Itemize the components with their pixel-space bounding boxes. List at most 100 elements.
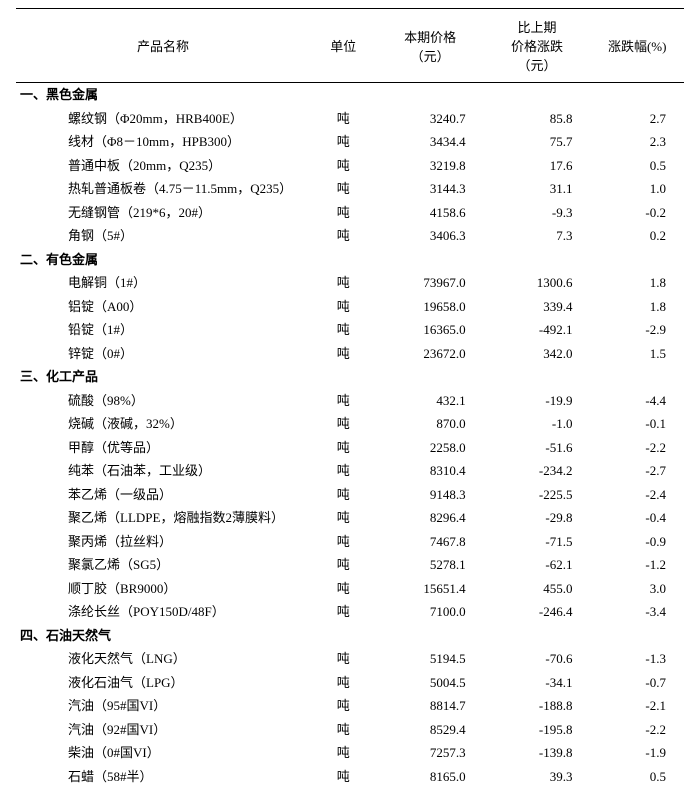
current-price: 5004.5 [377, 671, 484, 695]
price-table: 产品名称 单位 本期价格（元） 比上期价格涨跌（元） 涨跌幅(%) 一、黑色金属… [16, 8, 684, 788]
percent-change: -3.4 [590, 600, 684, 624]
product-name: 石蜡（58#半） [16, 765, 310, 789]
table-row: 电解铜（1#）吨73967.01300.61.8 [16, 271, 684, 295]
percent-change: -0.1 [590, 412, 684, 436]
product-unit: 吨 [310, 694, 377, 718]
current-price: 5194.5 [377, 647, 484, 671]
product-unit: 吨 [310, 577, 377, 601]
current-price: 23672.0 [377, 342, 484, 366]
table-row: 涤纶长丝（POY150D/48F）吨7100.0-246.4-3.4 [16, 600, 684, 624]
table-row: 烧碱（液碱，32%）吨870.0-1.0-0.1 [16, 412, 684, 436]
product-unit: 吨 [310, 671, 377, 695]
current-price: 8165.0 [377, 765, 484, 789]
table-row: 苯乙烯（一级品）吨9148.3-225.5-2.4 [16, 483, 684, 507]
product-unit: 吨 [310, 154, 377, 178]
product-name: 锌锭（0#） [16, 342, 310, 366]
price-change: -9.3 [484, 201, 591, 225]
product-unit: 吨 [310, 718, 377, 742]
product-name: 铅锭（1#） [16, 318, 310, 342]
product-unit: 吨 [310, 553, 377, 577]
percent-change: -2.9 [590, 318, 684, 342]
table-header: 产品名称 单位 本期价格（元） 比上期价格涨跌（元） 涨跌幅(%) [16, 9, 684, 83]
category-title: 三、化工产品 [16, 365, 684, 389]
current-price: 7257.3 [377, 741, 484, 765]
table-row: 液化天然气（LNG）吨5194.5-70.6-1.3 [16, 647, 684, 671]
product-name: 汽油（92#国VI） [16, 718, 310, 742]
percent-change: -2.4 [590, 483, 684, 507]
price-change: -51.6 [484, 436, 591, 460]
current-price: 9148.3 [377, 483, 484, 507]
table-row: 螺纹钢（Φ20mm，HRB400E）吨3240.785.82.7 [16, 107, 684, 131]
product-name: 汽油（95#国VI） [16, 694, 310, 718]
current-price: 4158.6 [377, 201, 484, 225]
current-price: 3240.7 [377, 107, 484, 131]
current-price: 5278.1 [377, 553, 484, 577]
price-change: 455.0 [484, 577, 591, 601]
price-change: -188.8 [484, 694, 591, 718]
current-price: 8296.4 [377, 506, 484, 530]
price-change: -71.5 [484, 530, 591, 554]
product-name: 柴油（0#国VI） [16, 741, 310, 765]
price-change: -492.1 [484, 318, 591, 342]
product-unit: 吨 [310, 600, 377, 624]
current-price: 3434.4 [377, 130, 484, 154]
product-name: 电解铜（1#） [16, 271, 310, 295]
table-body: 一、黑色金属螺纹钢（Φ20mm，HRB400E）吨3240.785.82.7线材… [16, 83, 684, 789]
product-name: 硫酸（98%） [16, 389, 310, 413]
price-change: -70.6 [484, 647, 591, 671]
current-price: 8814.7 [377, 694, 484, 718]
table-row: 热轧普通板卷（4.75－11.5mm，Q235）吨3144.331.11.0 [16, 177, 684, 201]
price-change: -34.1 [484, 671, 591, 695]
table-row: 无缝钢管（219*6，20#）吨4158.6-9.3-0.2 [16, 201, 684, 225]
table-row: 液化石油气（LPG）吨5004.5-34.1-0.7 [16, 671, 684, 695]
price-change: -19.9 [484, 389, 591, 413]
product-name: 涤纶长丝（POY150D/48F） [16, 600, 310, 624]
current-price: 15651.4 [377, 577, 484, 601]
price-change: -246.4 [484, 600, 591, 624]
product-name: 聚乙烯（LLDPE，熔融指数2薄膜料） [16, 506, 310, 530]
table-row: 角钢（5#）吨3406.37.30.2 [16, 224, 684, 248]
table-row: 锌锭（0#）吨23672.0342.01.5 [16, 342, 684, 366]
product-name: 液化石油气（LPG） [16, 671, 310, 695]
price-change: 75.7 [484, 130, 591, 154]
table-row: 线材（Φ8－10mm，HPB300）吨3434.475.72.3 [16, 130, 684, 154]
current-price: 870.0 [377, 412, 484, 436]
percent-change: 0.5 [590, 765, 684, 789]
product-unit: 吨 [310, 389, 377, 413]
percent-change: -2.2 [590, 718, 684, 742]
product-unit: 吨 [310, 530, 377, 554]
percent-change: -0.7 [590, 671, 684, 695]
table-row: 汽油（95#国VI）吨8814.7-188.8-2.1 [16, 694, 684, 718]
table-row: 聚乙烯（LLDPE，熔融指数2薄膜料）吨8296.4-29.8-0.4 [16, 506, 684, 530]
product-unit: 吨 [310, 201, 377, 225]
percent-change: -2.1 [590, 694, 684, 718]
header-name: 产品名称 [16, 9, 310, 83]
product-unit: 吨 [310, 177, 377, 201]
percent-change: -2.7 [590, 459, 684, 483]
current-price: 432.1 [377, 389, 484, 413]
header-change: 比上期价格涨跌（元） [484, 9, 591, 83]
product-unit: 吨 [310, 130, 377, 154]
product-name: 热轧普通板卷（4.75－11.5mm，Q235） [16, 177, 310, 201]
price-change: -234.2 [484, 459, 591, 483]
table-row: 普通中板（20mm，Q235）吨3219.817.60.5 [16, 154, 684, 178]
product-name: 普通中板（20mm，Q235） [16, 154, 310, 178]
product-unit: 吨 [310, 107, 377, 131]
price-change: -29.8 [484, 506, 591, 530]
product-unit: 吨 [310, 271, 377, 295]
table-row: 甲醇（优等品）吨2258.0-51.6-2.2 [16, 436, 684, 460]
table-row: 顺丁胶（BR9000）吨15651.4455.03.0 [16, 577, 684, 601]
current-price: 7467.8 [377, 530, 484, 554]
product-name: 聚丙烯（拉丝料） [16, 530, 310, 554]
percent-change: 3.0 [590, 577, 684, 601]
price-change: -225.5 [484, 483, 591, 507]
header-unit: 单位 [310, 9, 377, 83]
product-name: 液化天然气（LNG） [16, 647, 310, 671]
table-row: 铅锭（1#）吨16365.0-492.1-2.9 [16, 318, 684, 342]
percent-change: 1.5 [590, 342, 684, 366]
price-change: -62.1 [484, 553, 591, 577]
product-unit: 吨 [310, 647, 377, 671]
price-change: 31.1 [484, 177, 591, 201]
percent-change: -0.9 [590, 530, 684, 554]
percent-change: 1.0 [590, 177, 684, 201]
